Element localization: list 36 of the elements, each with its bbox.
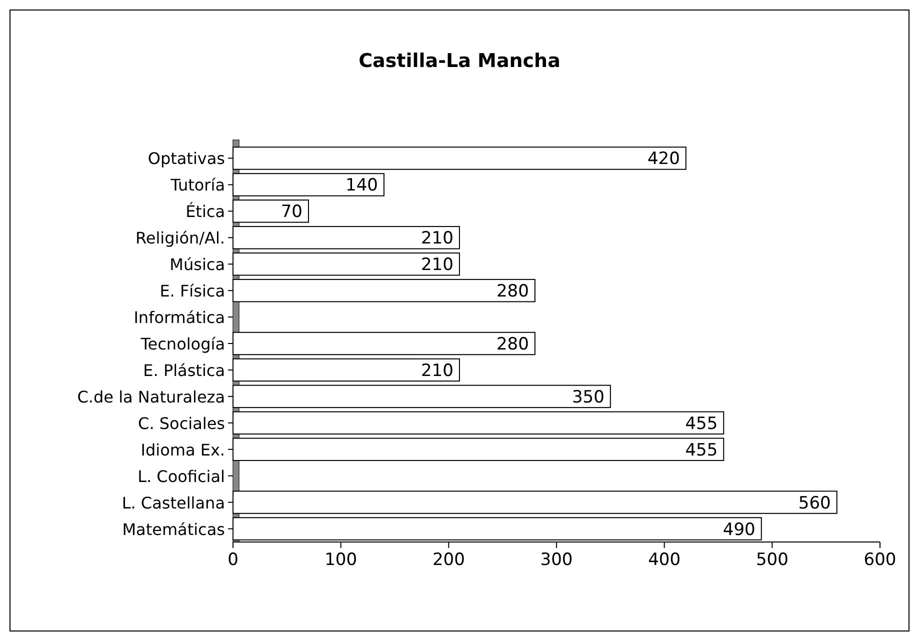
y-tick-label: Religión/Al. <box>135 228 225 248</box>
y-tick-label: E. Física <box>160 282 225 301</box>
y-tick-label: Ética <box>186 202 225 222</box>
data-label: 420 <box>647 149 680 170</box>
y-tick-label: L. Castellana <box>122 493 225 512</box>
x-tick-label: 600 <box>864 550 896 570</box>
data-label: 490 <box>722 520 756 540</box>
y-tick-label: Informática <box>134 308 225 328</box>
data-label: 280 <box>496 334 529 354</box>
data-label: 210 <box>420 360 454 381</box>
x-tick-label: 400 <box>648 550 681 570</box>
data-label: 455 <box>685 440 718 460</box>
y-tick-label: C.de la Naturaleza <box>77 387 225 406</box>
data-label: 455 <box>685 414 718 434</box>
data-label: 210 <box>420 255 454 276</box>
x-tick-label: 200 <box>432 550 465 570</box>
x-tick-label: 0 <box>228 550 238 570</box>
data-label: 560 <box>798 493 831 514</box>
y-tick-label: L. Cooficial <box>138 466 225 486</box>
data-label: 210 <box>420 228 454 249</box>
y-tick-label: Tecnología <box>140 334 225 354</box>
data-label: 70 <box>280 202 302 222</box>
data-label: 350 <box>572 387 604 408</box>
y-tick-label: Idioma Ex. <box>140 440 225 460</box>
x-tick-label: 300 <box>540 550 573 570</box>
y-tick-label: C. Sociales <box>138 414 225 433</box>
y-tick-label: Optativas <box>148 149 225 168</box>
data-label: 280 <box>496 282 529 302</box>
y-tick-label: Música <box>170 255 225 274</box>
y-tick-label: E. Plástica <box>143 360 225 380</box>
chart-title: Castilla-La Mancha <box>358 50 560 72</box>
x-tick-label: 100 <box>324 550 358 570</box>
y-tick-label: Tutoría <box>170 176 225 195</box>
data-label: 140 <box>346 176 378 196</box>
x-tick-label: 500 <box>756 550 788 570</box>
y-tick-label: Matemáticas <box>122 520 225 539</box>
